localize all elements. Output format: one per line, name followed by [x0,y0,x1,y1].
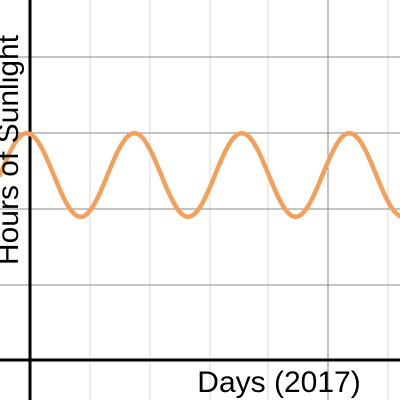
y-axis-label: Hours of Sunlight [0,34,25,265]
series-line [0,130,400,220]
x-axis-label: Days (2017) [197,366,360,399]
